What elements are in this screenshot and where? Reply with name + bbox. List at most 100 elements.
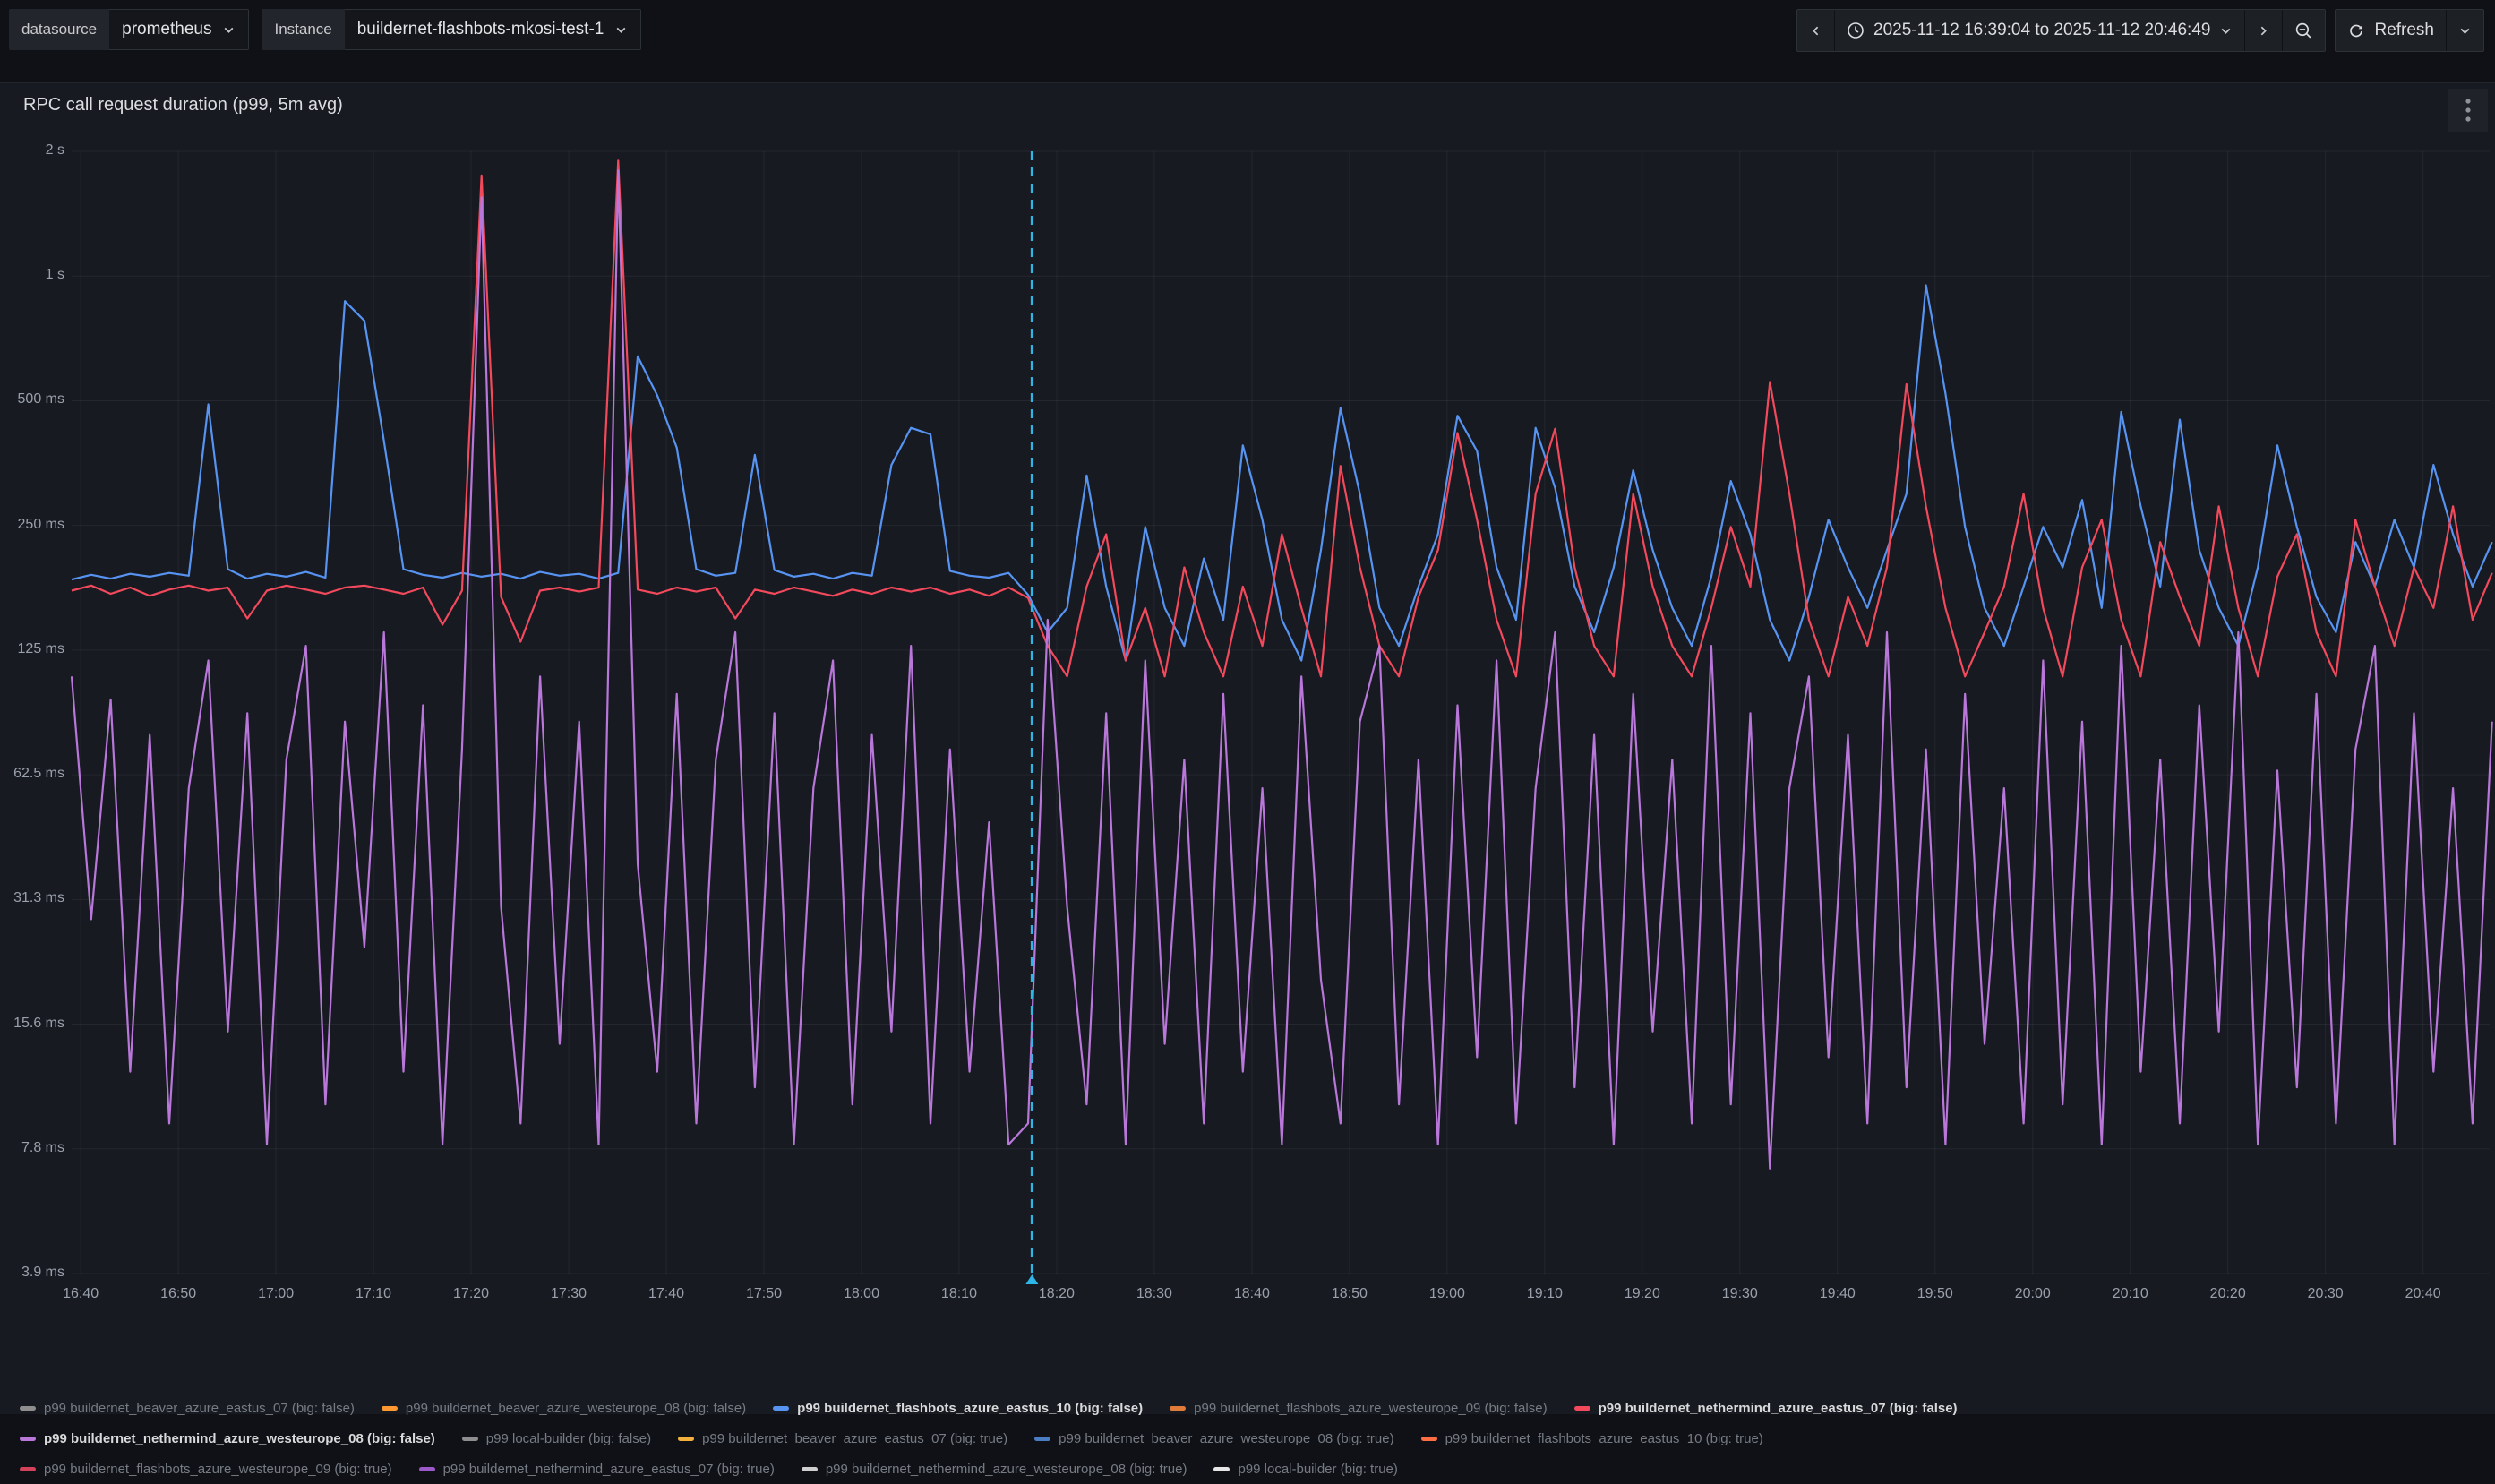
x-axis-tick-label: 17:20 (435, 1286, 507, 1302)
y-axis-tick-label: 31.3 ms (0, 890, 64, 906)
y-axis-tick-label: 500 ms (0, 391, 64, 407)
x-axis-tick-label: 17:30 (533, 1286, 604, 1302)
legend-item[interactable]: p99 buildernet_nethermind_azure_eastus_0… (419, 1462, 775, 1477)
datasource-value: prometheus (122, 20, 211, 39)
legend-item[interactable]: p99 buildernet_beaver_azure_eastus_07 (b… (678, 1431, 1007, 1446)
x-axis-tick-label: 18:20 (1021, 1286, 1093, 1302)
x-axis-tick-label: 18:40 (1216, 1286, 1288, 1302)
refresh-icon (2347, 21, 2365, 39)
zoom-out-icon (2294, 21, 2313, 40)
legend-row: p99 buildernet_nethermind_azure_westeuro… (20, 1423, 2477, 1454)
time-shift-back-button[interactable] (1797, 10, 1834, 51)
x-axis-tick-label: 16:50 (142, 1286, 214, 1302)
legend-series-label: p99 buildernet_beaver_azure_westeurope_0… (1059, 1431, 1393, 1446)
x-axis-tick-label: 19:00 (1411, 1286, 1483, 1302)
kebab-menu-icon (2465, 98, 2471, 123)
legend-series-marker (20, 1406, 36, 1411)
time-shift-forward-button[interactable] (2244, 10, 2282, 51)
instance-variable: Instance buildernet-flashbots-mkosi-test… (262, 9, 641, 50)
y-axis-tick-label: 250 ms (0, 517, 64, 533)
legend-item[interactable]: p99 buildernet_beaver_azure_westeurope_0… (1034, 1431, 1393, 1446)
x-axis-tick-label: 18:10 (923, 1286, 995, 1302)
legend-series-marker (678, 1437, 694, 1441)
legend-series-marker (1213, 1467, 1230, 1471)
legend-series-label: p99 local-builder (big: true) (1238, 1462, 1397, 1477)
legend-item[interactable]: p99 buildernet_flashbots_azure_westeurop… (20, 1462, 392, 1477)
panel-menu-button[interactable] (2448, 89, 2488, 132)
instance-value: buildernet-flashbots-mkosi-test-1 (357, 20, 604, 39)
chevron-down-icon (222, 23, 236, 37)
chevron-down-icon (2458, 24, 2472, 38)
legend-series-marker (382, 1406, 398, 1411)
chevron-down-icon (2219, 24, 2233, 38)
x-axis-tick-label: 20:30 (2290, 1286, 2362, 1302)
legend-series-marker (462, 1437, 478, 1441)
time-range-picker[interactable]: 2025-11-12 16:39:04 to 2025-11-12 20:46:… (1834, 10, 2244, 51)
x-axis-tick-label: 17:50 (728, 1286, 800, 1302)
x-axis-tick-label: 19:40 (1802, 1286, 1873, 1302)
legend-series-marker (419, 1467, 435, 1471)
legend-item[interactable]: p99 local-builder (big: true) (1213, 1462, 1397, 1477)
legend-series-label: p99 buildernet_nethermind_azure_eastus_0… (443, 1462, 775, 1477)
x-axis-tick-label: 17:10 (338, 1286, 409, 1302)
refresh-label: Refresh (2374, 21, 2434, 40)
x-axis-tick-label: 20:00 (1997, 1286, 2069, 1302)
y-axis-tick-label: 1 s (0, 267, 64, 283)
legend-series-marker (1421, 1437, 1437, 1441)
x-axis-tick-label: 17:00 (240, 1286, 312, 1302)
x-axis-tick-label: 18:00 (826, 1286, 897, 1302)
legend-item[interactable]: p99 buildernet_nethermind_azure_westeuro… (20, 1431, 435, 1446)
refresh-button[interactable]: Refresh (2336, 10, 2446, 51)
x-axis-tick-label: 16:40 (45, 1286, 116, 1302)
chevron-left-icon (1809, 24, 1822, 38)
legend-row: p99 buildernet_flashbots_azure_westeurop… (20, 1454, 2477, 1484)
legend-series-marker (1034, 1437, 1050, 1441)
legend-series-marker (20, 1467, 36, 1471)
x-axis-tick-label: 19:20 (1607, 1286, 1678, 1302)
x-axis-tick-label: 19:50 (1899, 1286, 1971, 1302)
refresh-interval-dropdown[interactable] (2446, 10, 2483, 51)
legend-series-marker (773, 1406, 789, 1411)
instance-picker[interactable]: buildernet-flashbots-mkosi-test-1 (345, 9, 642, 50)
template-variables: datasource prometheus Instance builderne… (9, 9, 641, 50)
x-axis-tick-label: 20:40 (2388, 1286, 2459, 1302)
x-axis-tick-label: 20:10 (2095, 1286, 2166, 1302)
x-axis-tick-label: 18:30 (1119, 1286, 1190, 1302)
datasource-variable: datasource prometheus (9, 9, 249, 50)
legend-item[interactable]: p99 buildernet_nethermind_azure_westeuro… (802, 1462, 1187, 1477)
y-axis-tick-label: 125 ms (0, 641, 64, 657)
dashboard-toolbar: datasource prometheus Instance builderne… (0, 0, 2495, 81)
datasource-picker[interactable]: prometheus (109, 9, 249, 50)
y-axis-tick-label: 15.6 ms (0, 1016, 64, 1032)
legend-item[interactable]: p99 buildernet_flashbots_azure_eastus_10… (1421, 1431, 1763, 1446)
legend-item[interactable]: p99 local-builder (big: false) (462, 1431, 651, 1446)
legend-series-marker (20, 1437, 36, 1441)
time-controls: 2025-11-12 16:39:04 to 2025-11-12 20:46:… (1796, 9, 2484, 52)
zoom-out-button[interactable] (2282, 10, 2325, 51)
legend-series-label: p99 buildernet_nethermind_azure_westeuro… (826, 1462, 1187, 1477)
legend-series-marker (1574, 1406, 1590, 1411)
legend-series-label: p99 buildernet_flashbots_azure_eastus_10… (1445, 1431, 1763, 1446)
chevron-right-icon (2257, 24, 2270, 38)
time-picker-group: 2025-11-12 16:39:04 to 2025-11-12 20:46:… (1796, 9, 2326, 52)
datasource-label: datasource (9, 9, 109, 50)
timeseries-panel: RPC call request duration (p99, 5m avg) … (0, 82, 2495, 1414)
x-axis-tick-label: 19:30 (1704, 1286, 1776, 1302)
panel-title[interactable]: RPC call request duration (p99, 5m avg) (23, 95, 343, 116)
x-axis-tick-label: 20:20 (2192, 1286, 2264, 1302)
legend-row: p99 buildernet_beaver_azure_eastus_07 (b… (20, 1393, 2477, 1423)
legend-series-label: p99 local-builder (big: false) (486, 1431, 651, 1446)
chevron-down-icon (614, 23, 628, 37)
x-axis-tick-label: 18:50 (1314, 1286, 1385, 1302)
refresh-group: Refresh (2335, 9, 2484, 52)
legend-series-marker (802, 1467, 818, 1471)
y-axis-tick-label: 62.5 ms (0, 766, 64, 782)
x-axis-tick-label: 17:40 (630, 1286, 702, 1302)
x-axis-tick-label: 19:10 (1509, 1286, 1581, 1302)
legend-series-label: p99 buildernet_flashbots_azure_westeurop… (44, 1462, 392, 1477)
y-axis-tick-label: 3.9 ms (0, 1265, 64, 1281)
y-axis-tick-label: 2 s (0, 142, 64, 159)
legend-series-label: p99 buildernet_beaver_azure_eastus_07 (b… (702, 1431, 1007, 1446)
chart-legend: p99 buildernet_beaver_azure_eastus_07 (b… (20, 1393, 2477, 1484)
legend-series-marker (1170, 1406, 1186, 1411)
